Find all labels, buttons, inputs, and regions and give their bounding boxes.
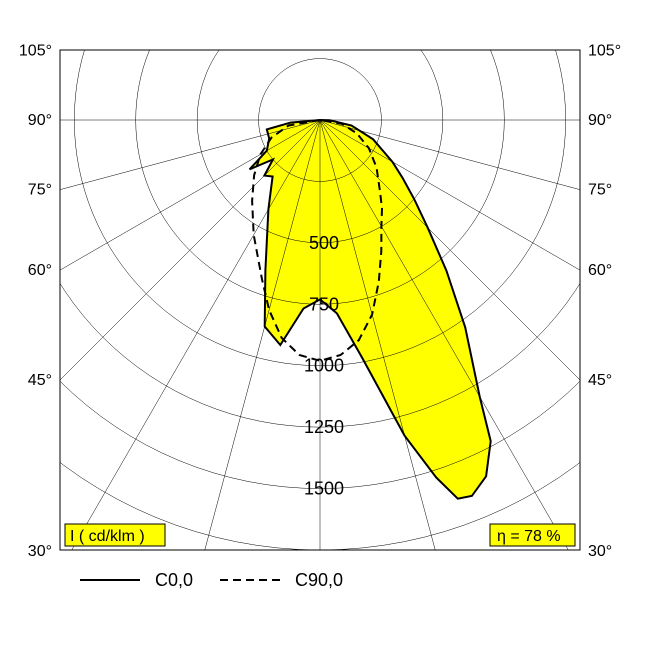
- angle-label-left: 75°: [28, 182, 52, 199]
- radial-label: 750: [309, 294, 339, 314]
- radial-label: 1000: [304, 356, 344, 376]
- angle-label-left: 90°: [28, 112, 52, 129]
- angle-label-right: 30°: [588, 543, 612, 560]
- c0-fill: [250, 120, 491, 499]
- angle-label-right: 60°: [588, 262, 612, 279]
- angle-label-right: 45°: [588, 372, 612, 389]
- legend-c0-label: C0,0: [155, 570, 193, 590]
- unit-label: I ( cd/klm ): [70, 528, 145, 545]
- radial-label: 500: [309, 233, 339, 253]
- radial-label: 1250: [304, 417, 344, 437]
- angle-label-left: 45°: [28, 372, 52, 389]
- angle-label-right: 105°: [588, 42, 621, 59]
- angle-label-left: 60°: [28, 262, 52, 279]
- angle-label-left: 30°: [28, 543, 52, 560]
- radial-label: 1500: [304, 479, 344, 499]
- angle-label-right: 90°: [588, 112, 612, 129]
- polar-chart: 30° 30° 45° 45° 60° 60° 75° 75° 90° 90° 105° 105° 50…: [0, 0, 650, 650]
- efficiency-label: η = 78 %: [497, 528, 561, 545]
- angle-label-right: 75°: [588, 182, 612, 199]
- angle-ray: [186, 120, 320, 618]
- legend-c90-label: C90,0: [295, 570, 343, 590]
- angle-label-left: 105°: [19, 42, 52, 59]
